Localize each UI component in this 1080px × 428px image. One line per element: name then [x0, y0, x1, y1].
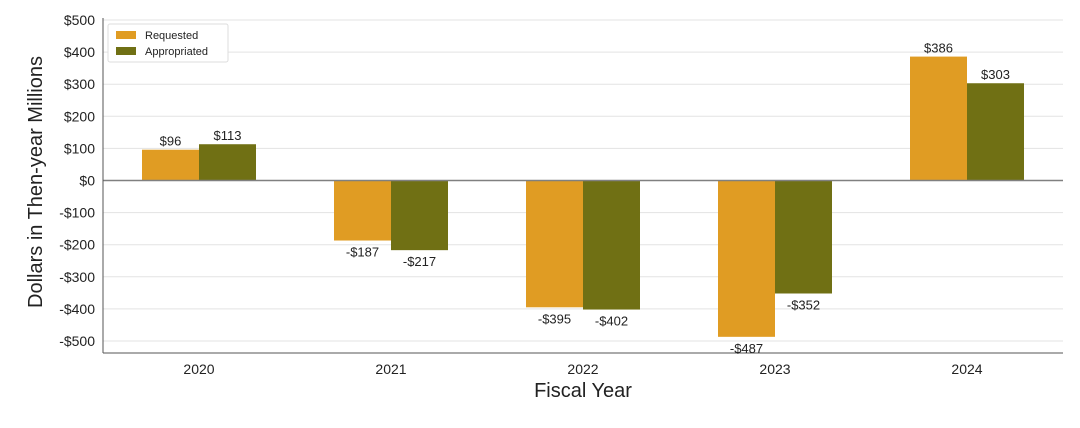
data-label: -$352 [787, 297, 820, 312]
data-label: $303 [981, 67, 1010, 82]
bar-appropriated-2020 [199, 144, 256, 181]
legend-swatch-appropriated [116, 47, 136, 55]
bar-requested-2021 [334, 180, 391, 241]
y-tick-label: $200 [64, 108, 95, 124]
data-label: $96 [160, 134, 182, 149]
y-tick-label: $500 [64, 12, 95, 28]
bar-appropriated-2022 [583, 180, 640, 310]
y-tick-label: $300 [64, 76, 95, 92]
data-label: $386 [924, 41, 953, 56]
bar-requested-2022 [526, 180, 583, 308]
bars-layer [142, 56, 1024, 337]
y-axis-title: Dollars in Then-year Millions [25, 56, 47, 308]
x-tick-label: 2024 [951, 361, 982, 377]
bar-requested-2024 [910, 56, 967, 181]
legend-label-requested: Requested [145, 30, 198, 42]
bar-requested-2020 [142, 149, 199, 181]
bar-appropriated-2024 [967, 83, 1024, 181]
y-tick-label: -$200 [59, 237, 95, 253]
legend-label-appropriated: Appropriated [145, 46, 208, 58]
bar-requested-2023 [718, 180, 775, 337]
data-label: -$395 [538, 311, 571, 326]
y-tick-label: $400 [64, 44, 95, 60]
y-tick-label: $100 [64, 140, 95, 156]
data-label: -$402 [595, 314, 628, 329]
bar-appropriated-2023 [775, 180, 832, 294]
legend-swatch-requested [116, 31, 136, 39]
x-tick-label: 2023 [759, 361, 790, 377]
axes-layer: $500 $400 $300 $200 $100 $0 -$100 -$200 -$300 -$4… [59, 12, 1063, 377]
bar-appropriated-2021 [391, 180, 448, 251]
x-tick-label: 2021 [375, 361, 406, 377]
x-axis-title: Fiscal Year [534, 380, 632, 402]
y-tick-label: -$100 [59, 205, 95, 221]
y-tick-label: -$500 [59, 333, 95, 349]
x-tick-label: 2022 [567, 361, 598, 377]
x-tick-label: 2020 [183, 361, 214, 377]
legend: Requested Appropriated [107, 23, 229, 63]
data-label: -$187 [346, 245, 379, 260]
y-tick-label: -$400 [59, 301, 95, 317]
y-tick-label: $0 [79, 173, 95, 189]
data-label: -$217 [403, 254, 436, 269]
legend-frame [107, 23, 229, 63]
data-label: $113 [214, 128, 242, 143]
labels-layer: $96 -$187 -$395 -$487 $386 $113 -$217 -$402 -$35… [160, 41, 1010, 356]
y-tick-label: -$300 [59, 269, 95, 285]
data-label: -$487 [730, 341, 763, 356]
